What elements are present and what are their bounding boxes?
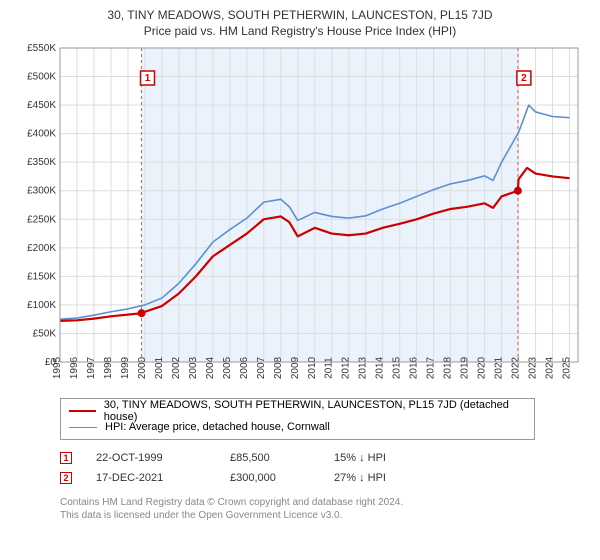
svg-text:2005: 2005: [222, 356, 233, 379]
svg-text:£550K: £550K: [27, 43, 56, 54]
svg-text:£450K: £450K: [27, 100, 56, 111]
svg-text:2004: 2004: [205, 356, 216, 379]
sale-date: 22-OCT-1999: [96, 452, 206, 464]
footer-line1: Contains HM Land Registry data © Crown c…: [60, 496, 588, 509]
svg-text:2015: 2015: [392, 356, 403, 379]
legend-swatch: [69, 410, 96, 412]
legend-row: 30, TINY MEADOWS, SOUTH PETHERWIN, LAUNC…: [69, 403, 526, 419]
svg-text:2001: 2001: [154, 356, 165, 379]
svg-text:£350K: £350K: [27, 157, 56, 168]
footer-line2: This data is licensed under the Open Gov…: [60, 509, 588, 522]
svg-text:2021: 2021: [494, 356, 505, 379]
svg-text:£250K: £250K: [27, 214, 56, 225]
svg-text:2025: 2025: [562, 356, 573, 379]
svg-text:1: 1: [145, 73, 151, 84]
svg-text:2003: 2003: [188, 356, 199, 379]
svg-text:2020: 2020: [477, 356, 488, 379]
svg-text:2002: 2002: [171, 356, 182, 379]
chart-title: 30, TINY MEADOWS, SOUTH PETHERWIN, LAUNC…: [12, 8, 588, 22]
svg-text:1998: 1998: [103, 356, 114, 379]
legend: 30, TINY MEADOWS, SOUTH PETHERWIN, LAUNC…: [60, 398, 535, 440]
svg-text:2010: 2010: [307, 356, 318, 379]
legend-label: HPI: Average price, detached house, Corn…: [105, 421, 330, 433]
svg-text:2014: 2014: [375, 356, 386, 379]
sale-price: £85,500: [230, 452, 310, 464]
sale-date: 17-DEC-2021: [96, 472, 206, 484]
svg-text:£50K: £50K: [33, 328, 57, 339]
footer-attribution: Contains HM Land Registry data © Crown c…: [60, 496, 588, 522]
svg-text:£400K: £400K: [27, 129, 56, 140]
svg-text:£500K: £500K: [27, 72, 56, 83]
sale-row: 2 17-DEC-2021 £300,000 27% ↓ HPI: [60, 468, 588, 488]
svg-text:2013: 2013: [358, 356, 369, 379]
svg-text:£100K: £100K: [27, 300, 56, 311]
svg-text:2008: 2008: [273, 356, 284, 379]
svg-text:£300K: £300K: [27, 186, 56, 197]
sale-delta: 27% ↓ HPI: [334, 472, 424, 484]
sale-marker-icon: 2: [60, 472, 72, 484]
sale-price: £300,000: [230, 472, 310, 484]
svg-text:£200K: £200K: [27, 243, 56, 254]
svg-text:2011: 2011: [324, 357, 335, 379]
chart-plot: £0£50K£100K£150K£200K£250K£300K£350K£400…: [12, 42, 588, 392]
sales-table: 1 22-OCT-1999 £85,500 15% ↓ HPI 2 17-DEC-2021…: [60, 448, 588, 488]
svg-text:1997: 1997: [86, 356, 97, 379]
svg-text:2024: 2024: [545, 356, 556, 379]
svg-text:1999: 1999: [120, 356, 131, 379]
legend-swatch: [69, 427, 97, 428]
svg-text:2012: 2012: [341, 356, 352, 379]
svg-text:£150K: £150K: [27, 271, 56, 282]
svg-text:2022: 2022: [511, 356, 522, 379]
svg-text:1996: 1996: [69, 356, 80, 379]
sale-marker-icon: 1: [60, 452, 72, 464]
svg-text:2018: 2018: [443, 356, 454, 379]
svg-text:2: 2: [521, 73, 527, 84]
svg-text:2019: 2019: [460, 356, 471, 379]
sale-row: 1 22-OCT-1999 £85,500 15% ↓ HPI: [60, 448, 588, 468]
svg-text:2023: 2023: [528, 356, 539, 379]
svg-text:2007: 2007: [256, 356, 267, 379]
chart-subtitle: Price paid vs. HM Land Registry's House …: [12, 24, 588, 38]
svg-text:2016: 2016: [409, 356, 420, 379]
legend-label: 30, TINY MEADOWS, SOUTH PETHERWIN, LAUNC…: [104, 399, 526, 423]
svg-text:2000: 2000: [137, 356, 148, 379]
svg-text:2017: 2017: [426, 356, 437, 379]
sale-delta: 15% ↓ HPI: [334, 452, 424, 464]
svg-text:1995: 1995: [52, 356, 63, 379]
svg-text:2006: 2006: [239, 356, 250, 379]
svg-text:2009: 2009: [290, 356, 301, 379]
